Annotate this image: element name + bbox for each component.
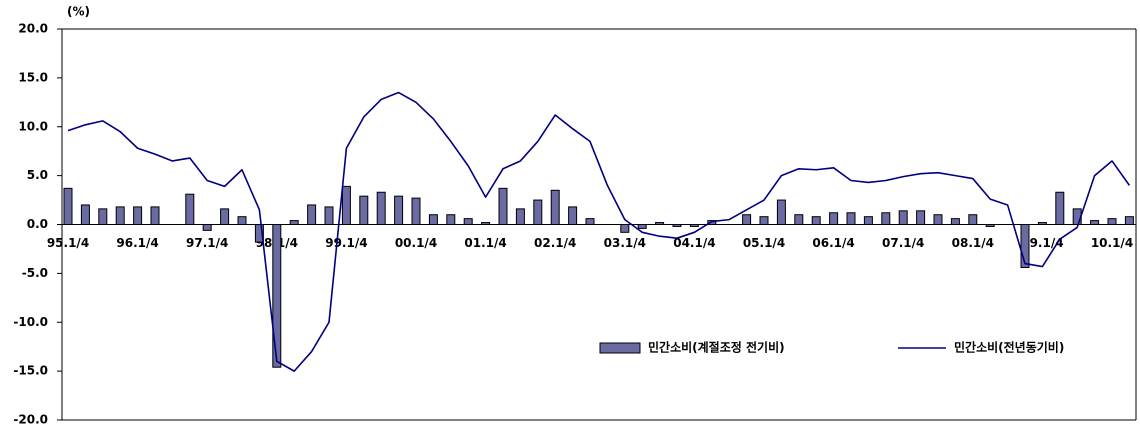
- bar: [776, 199, 786, 225]
- bar: [672, 224, 682, 227]
- bar: [550, 189, 560, 226]
- bar: [689, 224, 699, 227]
- bar: [794, 214, 804, 226]
- x-tick-label: 04.1/4: [673, 236, 715, 250]
- bar: [1124, 216, 1134, 225]
- x-tick-label: 96.1/4: [116, 236, 158, 250]
- legend-swatch: [599, 342, 641, 354]
- bar: [254, 224, 264, 243]
- bar: [829, 212, 839, 226]
- bar: [463, 218, 473, 225]
- x-tick-label: 95.1/4: [47, 236, 89, 250]
- bar: [863, 216, 873, 225]
- x-tick-label: 97.1/4: [186, 236, 228, 250]
- x-tick-label: 05.1/4: [743, 236, 785, 250]
- y-tick-label: 0.0: [27, 217, 48, 231]
- bar: [759, 216, 769, 225]
- bar: [341, 185, 351, 226]
- bar: [742, 214, 752, 226]
- bar: [881, 212, 891, 226]
- bar: [707, 220, 717, 225]
- y-tick-label: 10.0: [18, 119, 48, 133]
- bar: [289, 220, 299, 225]
- x-tick-label: 10.1/4: [1091, 236, 1133, 250]
- bar: [846, 212, 856, 226]
- x-tick-label: 02.1/4: [534, 236, 576, 250]
- y-tick-label: -10.0: [13, 315, 48, 329]
- bar: [481, 222, 491, 225]
- y-tick-label: 5.0: [27, 168, 48, 182]
- bar: [968, 214, 978, 226]
- bar: [568, 206, 578, 225]
- y-tick-label: -5.0: [22, 266, 48, 280]
- bar: [655, 222, 665, 225]
- y-tick-label: -15.0: [13, 364, 48, 378]
- bar: [898, 210, 908, 226]
- bar: [533, 199, 543, 225]
- bar: [324, 206, 334, 225]
- x-tick-label: 00.1/4: [395, 236, 437, 250]
- bar: [394, 195, 404, 225]
- bar: [933, 214, 943, 226]
- bar: [585, 218, 595, 225]
- y-tick-label: 20.0: [18, 22, 48, 36]
- bar: [1037, 222, 1047, 225]
- bar: [985, 224, 995, 227]
- bar: [950, 218, 960, 225]
- bar: [237, 216, 247, 225]
- bar: [1020, 224, 1030, 269]
- y-tick-label: 15.0: [18, 70, 48, 84]
- bar: [1055, 191, 1065, 225]
- bar: [515, 208, 525, 226]
- x-tick-label: 06.1/4: [812, 236, 854, 250]
- bar: [428, 214, 438, 226]
- bar: [202, 224, 212, 231]
- bar: [637, 224, 647, 229]
- bar: [63, 187, 73, 226]
- bar: [133, 206, 143, 225]
- bar: [1107, 218, 1117, 225]
- x-tick-label: 07.1/4: [882, 236, 924, 250]
- bar: [98, 208, 108, 226]
- bar: [811, 216, 821, 225]
- bar: [916, 210, 926, 226]
- x-tick-label: 01.1/4: [464, 236, 506, 250]
- legend-label: 민간소비(전년동기비): [954, 340, 1064, 355]
- bar: [307, 204, 317, 225]
- bar: [185, 193, 195, 225]
- bar: [498, 187, 508, 226]
- line: [67, 91, 1131, 372]
- bar: [376, 191, 386, 225]
- x-tick-label: 09.1/4: [1021, 236, 1063, 250]
- bar: [115, 206, 125, 225]
- bar: [446, 214, 456, 226]
- x-tick-label: 03.1/4: [604, 236, 646, 250]
- bar: [620, 224, 630, 233]
- x-tick-label: 99.1/4: [325, 236, 367, 250]
- bar: [220, 208, 230, 226]
- bar: [411, 197, 421, 225]
- bar: [1090, 220, 1100, 225]
- x-tick-label: 08.1/4: [952, 236, 994, 250]
- bar: [80, 204, 90, 225]
- y-unit: (%): [67, 5, 90, 19]
- bar: [359, 195, 369, 225]
- legend-label: 민간소비(계절조정 전기비): [648, 340, 785, 355]
- y-tick-label: -20.0: [13, 413, 48, 427]
- bar: [150, 206, 160, 225]
- bar: [272, 224, 282, 368]
